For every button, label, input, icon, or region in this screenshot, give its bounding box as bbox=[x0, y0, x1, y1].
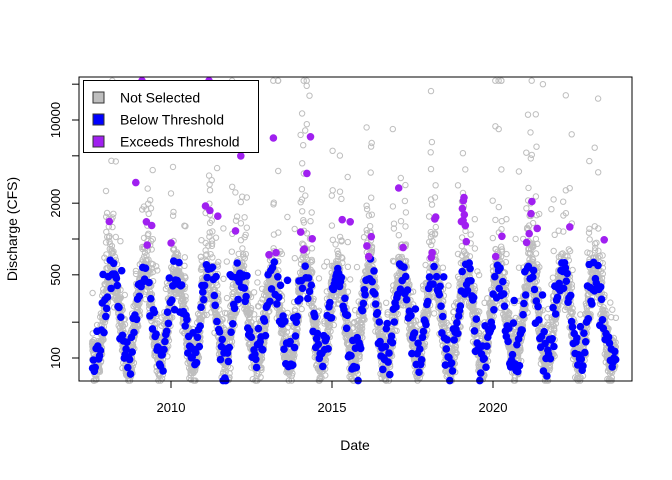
y-tick-label: 10000 bbox=[48, 102, 63, 138]
x-tick-label: 2010 bbox=[157, 400, 186, 415]
plot-box bbox=[78, 76, 633, 382]
y-axis: 100 500 2000 10000 bbox=[48, 83, 79, 369]
legend-box bbox=[83, 80, 259, 153]
x-tick-label: 2015 bbox=[318, 400, 347, 415]
y-tick-label: 2000 bbox=[48, 189, 63, 218]
y-axis-title: Discharge (CFS) bbox=[4, 177, 20, 281]
y-tick-label: 100 bbox=[48, 347, 63, 369]
legend-label-not-selected: Not Selected bbox=[120, 90, 200, 106]
legend-item-exceeds-threshold: Exceeds Threshold bbox=[92, 134, 240, 150]
x-axis-title: Date bbox=[340, 437, 370, 453]
x-tick-label: 2020 bbox=[479, 400, 508, 415]
legend-swatch-exceeds-threshold bbox=[92, 135, 105, 148]
y-tick-label: 500 bbox=[48, 264, 63, 286]
legend-swatch-not-selected bbox=[92, 91, 105, 104]
legend-item-below-threshold: Below Threshold bbox=[92, 112, 224, 128]
legend-label-below-threshold: Below Threshold bbox=[120, 112, 224, 128]
legend-swatch-below-threshold bbox=[92, 113, 105, 126]
legend-item-not-selected: Not Selected bbox=[92, 90, 200, 106]
x-axis: 2010 2015 2020 bbox=[157, 381, 508, 415]
series-below-threshold-points bbox=[88, 255, 620, 385]
legend-label-exceeds-threshold: Exceeds Threshold bbox=[120, 134, 240, 150]
legend: Not Selected Below Threshold Exceeds Thr… bbox=[83, 80, 259, 153]
